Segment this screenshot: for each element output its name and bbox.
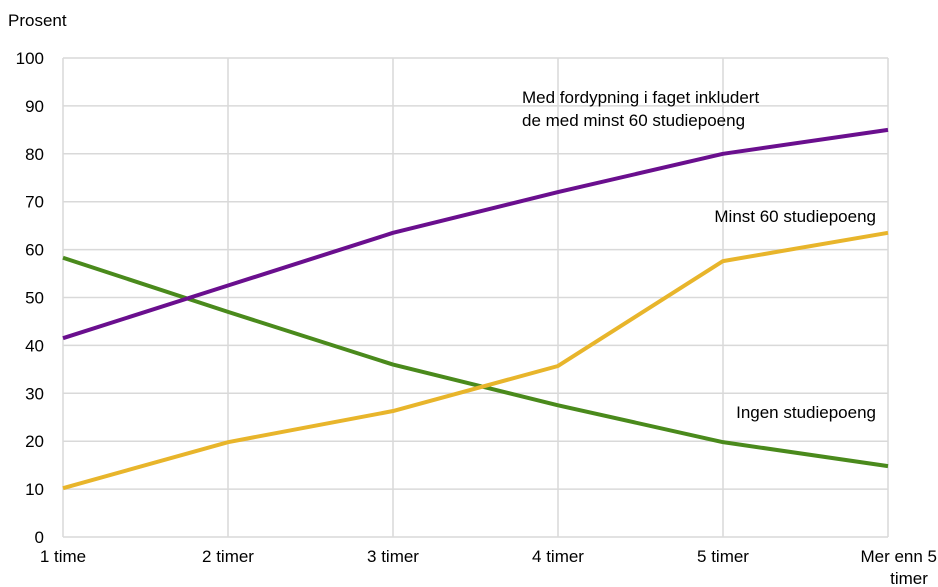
x-tick-label: 4 timer	[532, 547, 584, 566]
series-label-line: Ingen studiepoeng	[736, 403, 876, 422]
x-tick-label: 2 timer	[202, 547, 254, 566]
y-tick-label: 70	[25, 193, 44, 212]
x-tick-label: Mer enn 5 timer	[860, 547, 937, 587]
y-axis-tick-labels: 0 10 20 30 40 50 60 70 80 90 100	[16, 49, 44, 547]
y-tick-label: 10	[25, 480, 44, 499]
series-label: Ingen studiepoeng	[736, 403, 876, 422]
y-tick-label: 100	[16, 49, 44, 68]
series-lines	[62, 127, 889, 491]
y-tick-label: 40	[25, 336, 44, 355]
y-axis-title: Prosent	[8, 11, 67, 30]
gridlines	[62, 57, 889, 538]
series-line	[62, 255, 889, 469]
y-tick-label: 30	[25, 384, 44, 403]
x-tick-label: 1 time	[40, 547, 86, 566]
series-label-line: de med minst 60 studiepoeng	[522, 111, 745, 130]
y-tick-label: 80	[25, 145, 44, 164]
series-label-line: Med fordypning i faget inkludert	[522, 88, 759, 107]
y-tick-label: 50	[25, 289, 44, 308]
x-tick-label: 5 timer	[697, 547, 749, 566]
series-label-line: Minst 60 studiepoeng	[714, 207, 876, 226]
series-label: Minst 60 studiepoeng	[714, 207, 876, 226]
x-axis-tick-labels: 1 time 2 timer 3 timer 4 timer 5 timer Mer en…	[40, 547, 937, 587]
x-tick-label: 3 timer	[367, 547, 419, 566]
y-tick-label: 20	[25, 432, 44, 451]
y-tick-label: 60	[25, 241, 44, 260]
series-line	[62, 230, 889, 491]
series-labels: Med fordypning i faget inkludert de med m…	[522, 88, 876, 422]
series-line	[62, 127, 889, 341]
series-label: Med fordypning i faget inkludert de med m…	[522, 88, 759, 130]
y-tick-label: 0	[35, 528, 44, 547]
y-tick-label: 90	[25, 97, 44, 116]
